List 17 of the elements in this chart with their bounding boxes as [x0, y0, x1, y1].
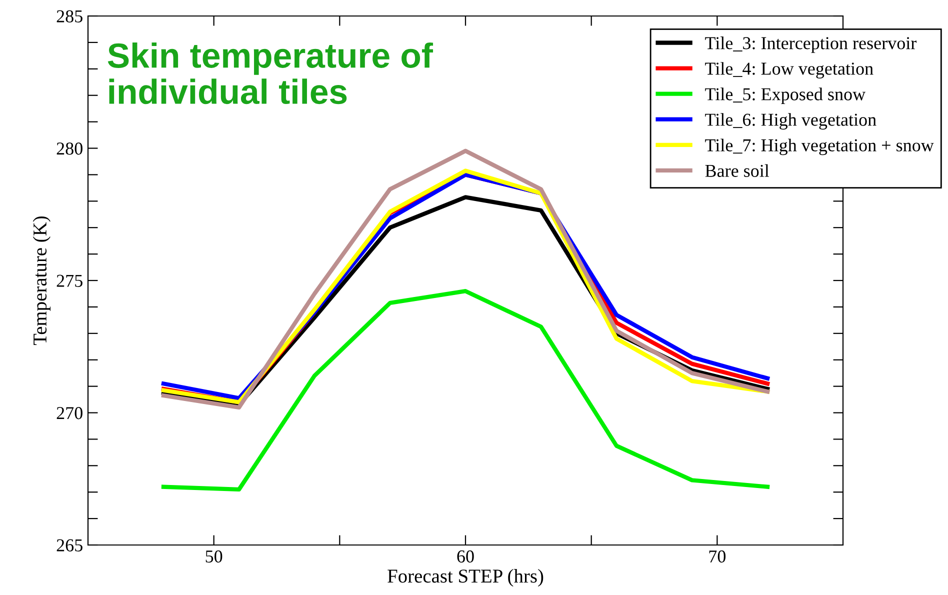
x-tick-label: 70	[709, 550, 726, 563]
legend-label: Tile_3: Interception reservoir	[705, 36, 917, 53]
x-axis-title: Forecast STEP (hrs)	[388, 569, 544, 587]
legend-label: Tile_7: High vegetation + snow	[705, 138, 934, 156]
x-tick-label: 60	[457, 550, 474, 563]
legend-label: Tile_6: High vegetation	[705, 113, 876, 130]
y-tick-label: 275	[56, 274, 82, 287]
y-tick-label: 265	[56, 539, 82, 552]
legend-label: Tile_4: Low vegetation	[705, 62, 874, 78]
legend-label: Tile_5: Exposed snow	[705, 88, 866, 104]
y-tick-label: 280	[56, 142, 82, 155]
x-tick-label: 50	[206, 550, 222, 563]
legend-label: Bare soil	[705, 164, 770, 177]
text: Skin temperature of individual tiles	[108, 42, 434, 104]
y-tick-label: 285	[56, 10, 82, 22]
y-tick-label: 270	[56, 407, 82, 420]
y-axis-title: Temperature (K)	[32, 216, 50, 346]
